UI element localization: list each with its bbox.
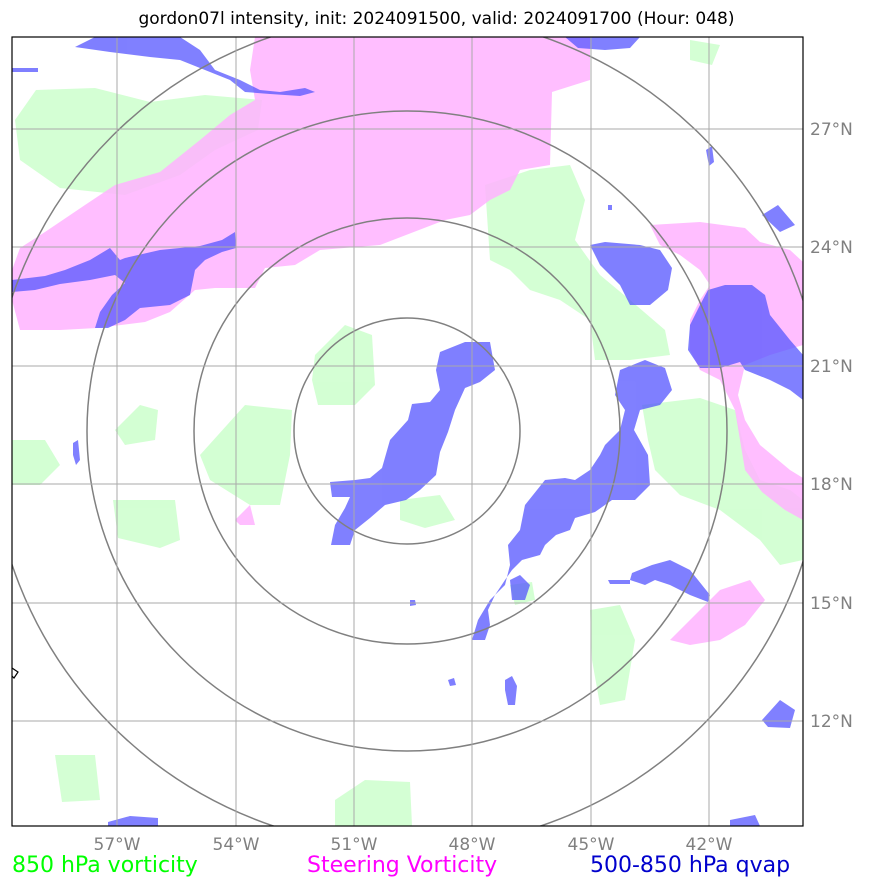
lon-label: 51°W bbox=[331, 835, 378, 855]
lon-label: 54°W bbox=[213, 835, 260, 855]
lat-label: 24°N bbox=[810, 238, 853, 258]
lat-label: 21°N bbox=[810, 357, 853, 377]
range-ring-1 bbox=[293, 317, 521, 545]
qvap-layer bbox=[12, 37, 803, 826]
lat-label: 27°N bbox=[810, 120, 853, 140]
graticule bbox=[12, 37, 803, 826]
lat-label: 12°N bbox=[810, 712, 853, 732]
legend-steering-vorticity: Steering Vorticity bbox=[307, 853, 498, 878]
map-frame bbox=[11, 36, 804, 827]
lon-label: 57°W bbox=[94, 835, 141, 855]
coastline bbox=[12, 667, 19, 679]
legend-vorticity-850: 850 hPa vorticity bbox=[12, 853, 198, 878]
lon-axis: 57°W 54°W 51°W 48°W 45°W 42°W bbox=[94, 835, 733, 855]
lon-label: 45°W bbox=[568, 835, 615, 855]
map-title: gordon07l intensity, init: 2024091500, v… bbox=[138, 9, 735, 29]
vorticity-850-layer bbox=[12, 40, 803, 826]
lat-axis: 27°N 24°N 21°N 18°N 15°N 12°N bbox=[810, 120, 853, 732]
lon-label: 48°W bbox=[449, 835, 496, 855]
range-ring-2 bbox=[193, 217, 621, 645]
range-rings bbox=[12, 37, 803, 826]
lat-label: 18°N bbox=[810, 475, 853, 495]
legend-qvap: 500-850 hPa qvap bbox=[590, 853, 791, 878]
range-ring-3 bbox=[86, 110, 728, 752]
lon-label: 42°W bbox=[686, 835, 733, 855]
lat-label: 15°N bbox=[810, 594, 853, 614]
